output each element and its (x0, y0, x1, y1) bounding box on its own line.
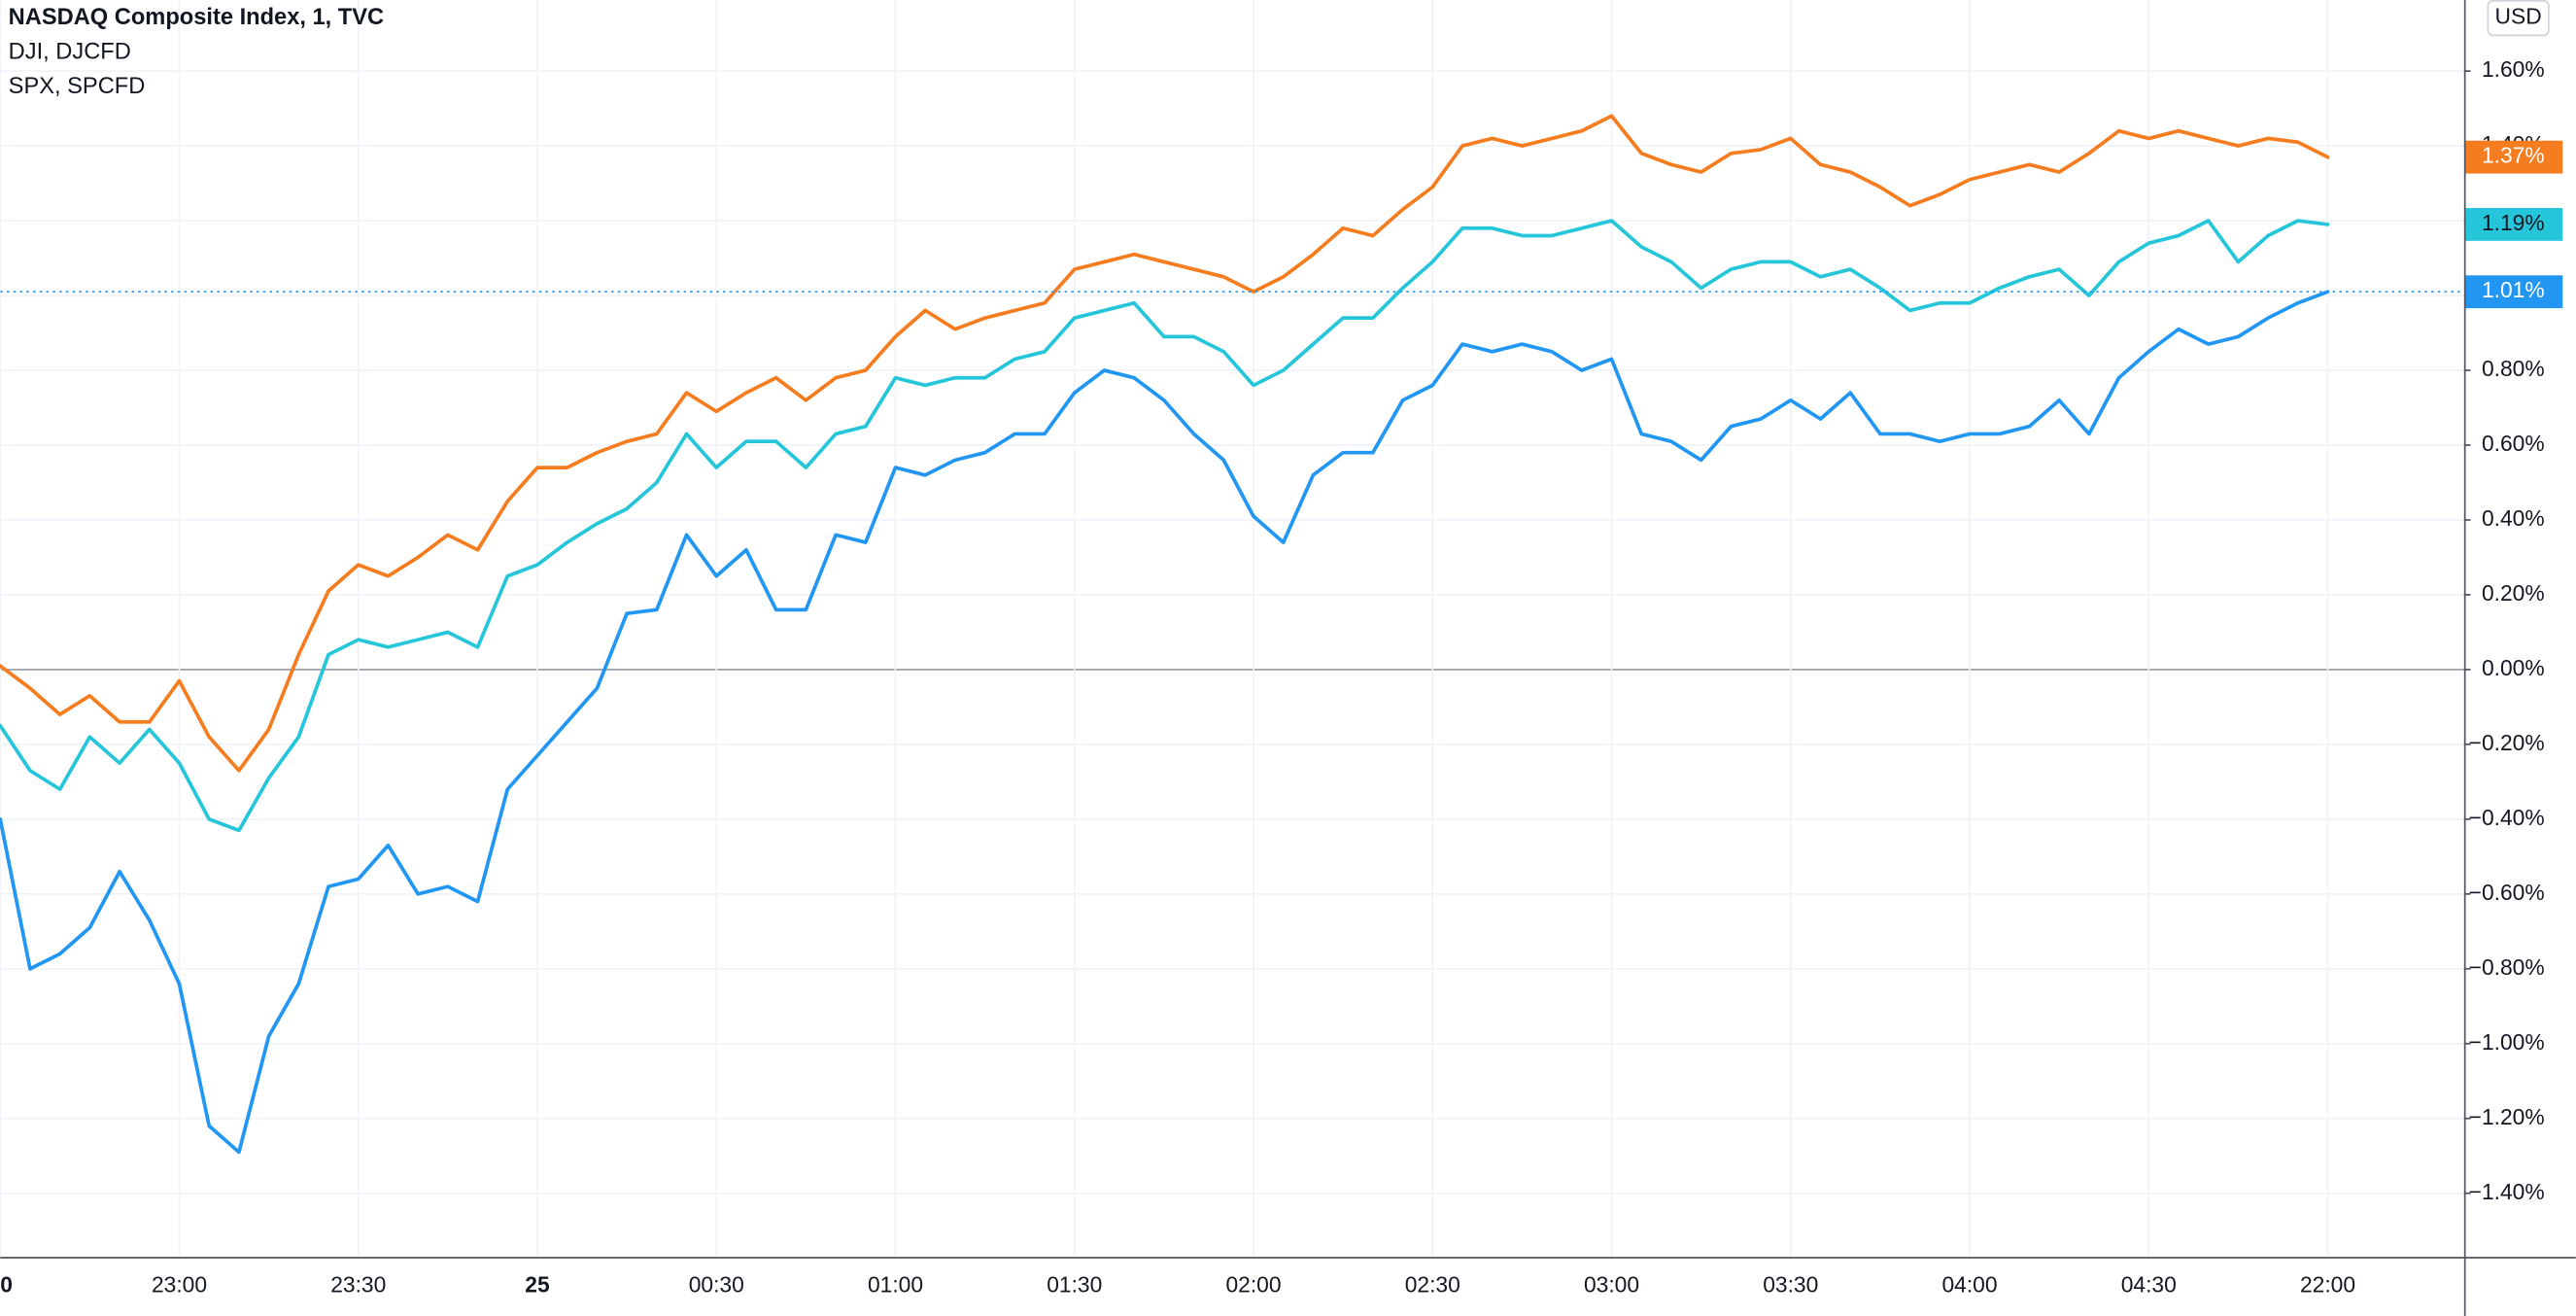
last-value-badge (2465, 275, 2563, 309)
y-tick-label: 0.20% (2482, 580, 2545, 606)
x-tick-label: 01:00 (868, 1272, 923, 1298)
y-tick-label: −1.40% (2469, 1179, 2545, 1204)
x-tick-label: 22:00 (2300, 1272, 2355, 1298)
last-value-label: 1.37% (2482, 143, 2545, 168)
x-tick-label: 30 (0, 1272, 13, 1298)
last-value-badge (2465, 208, 2563, 241)
y-tick-label: 1.60% (2482, 56, 2545, 82)
y-tick-label: 0.40% (2482, 505, 2545, 531)
x-tick-label: 23:30 (330, 1272, 386, 1298)
y-tick-label: 0.60% (2482, 431, 2545, 456)
x-tick-label: 25 (525, 1272, 550, 1298)
currency-label[interactable]: USD (2495, 4, 2542, 29)
series-line (0, 290, 2330, 1155)
axes: 1.60%1.40%1.20%1.00%0.80%0.60%0.40%0.20%… (0, 56, 2545, 1297)
x-tick-label: 02:30 (1405, 1272, 1460, 1298)
last-value-label: 1.01% (2482, 277, 2545, 302)
y-tick-label: −0.80% (2469, 954, 2545, 980)
currency-box[interactable] (2487, 0, 2550, 37)
x-tick-label: 02:00 (1225, 1272, 1281, 1298)
y-tick-label: −0.20% (2469, 730, 2545, 755)
last-value-badge (2465, 140, 2563, 174)
legend-entry[interactable]: NASDAQ Composite Index, 1, TVC (9, 5, 384, 30)
y-tick-label: 0.00% (2482, 655, 2545, 680)
plot (0, 114, 2464, 1155)
series-line (0, 219, 2330, 833)
legend-entry[interactable]: SPX, SPCFD (9, 74, 146, 99)
last-value-label: 1.19% (2482, 210, 2545, 235)
x-tick-label: 04:00 (1941, 1272, 1997, 1298)
y-tick-label: −0.60% (2469, 880, 2545, 905)
x-tick-label: 04:30 (2121, 1272, 2177, 1298)
legend-entry[interactable]: DJI, DJCFD (9, 39, 131, 64)
x-tick-label: 01:30 (1047, 1272, 1102, 1298)
x-tick-label: 00:30 (689, 1272, 744, 1298)
y-tick-label: −1.20% (2469, 1104, 2545, 1129)
y-tick-label: 0.80% (2482, 356, 2545, 381)
y-tick-label: −1.00% (2469, 1029, 2545, 1055)
y-tick-label: −0.40% (2469, 805, 2545, 830)
x-tick-label: 23:00 (152, 1272, 207, 1298)
grid (0, 0, 2464, 1258)
x-tick-label: 03:00 (1584, 1272, 1639, 1298)
x-tick-label: 03:30 (1763, 1272, 1818, 1298)
series-line (0, 114, 2330, 773)
